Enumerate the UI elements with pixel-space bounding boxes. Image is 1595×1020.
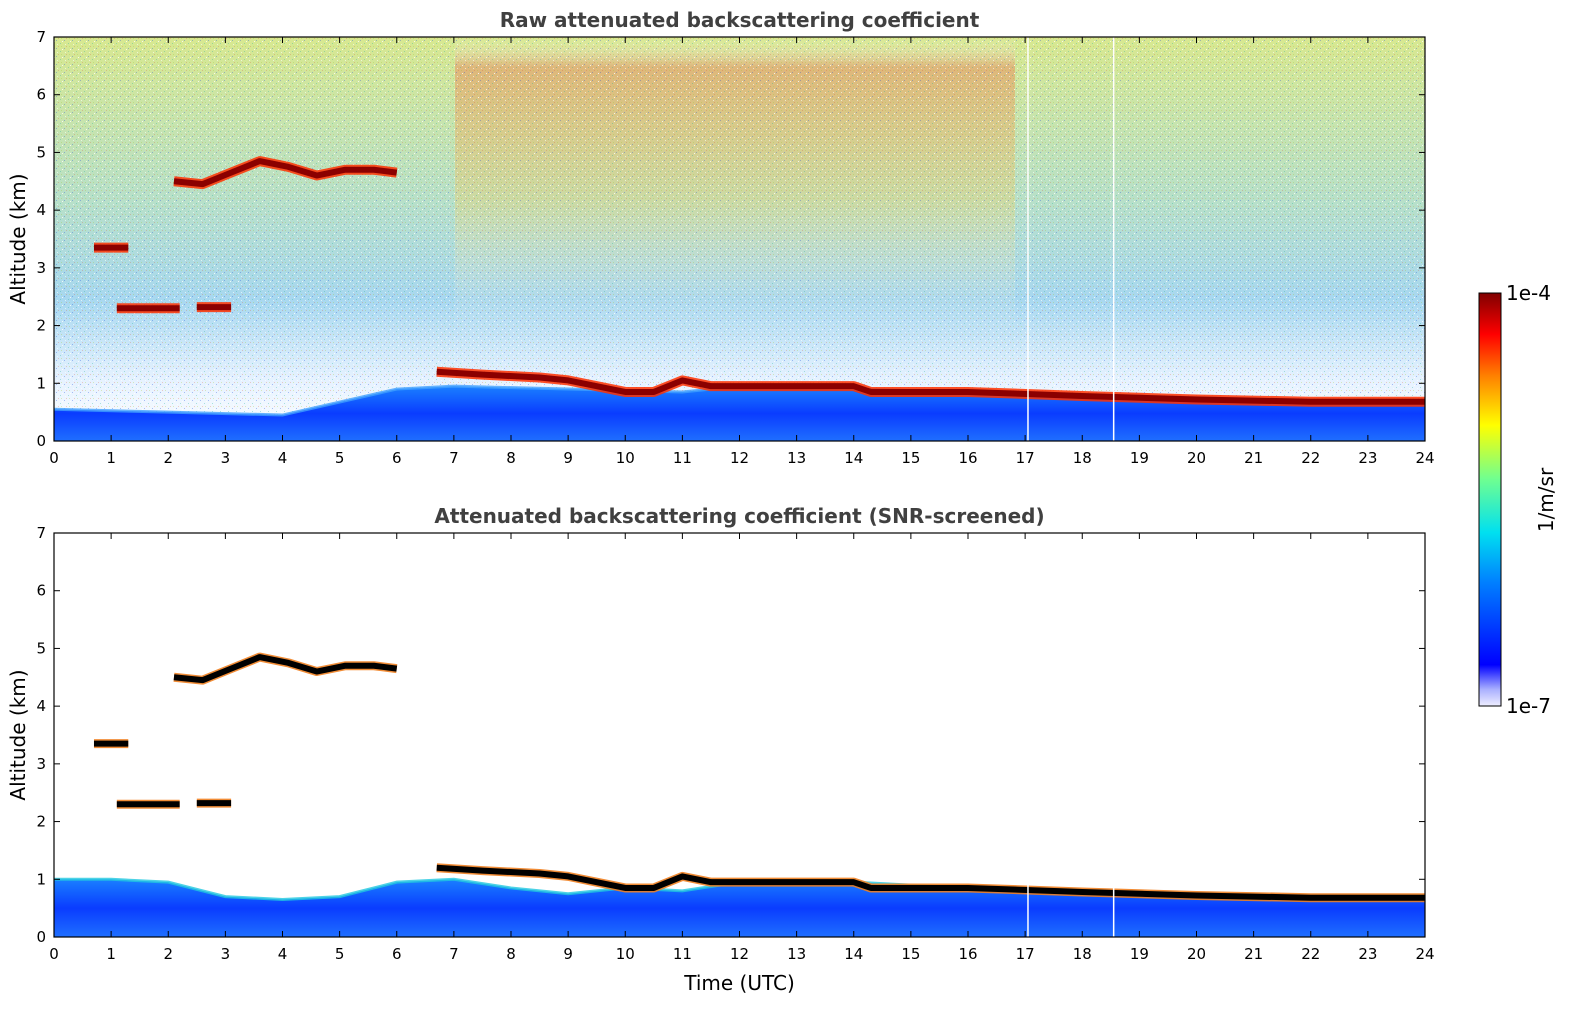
- y-axis-label: Altitude (km): [6, 173, 30, 304]
- cloud-layers: [93, 652, 1425, 903]
- x-tick-label: 9: [563, 449, 573, 467]
- x-axis-label: Time (UTC): [683, 971, 795, 995]
- x-tick-label: 11: [673, 945, 692, 963]
- cloud-layer: [436, 864, 1425, 901]
- y-tick-label: 7: [36, 524, 46, 542]
- x-tick-label: 20: [1187, 449, 1206, 467]
- y-tick-label: 0: [36, 928, 46, 946]
- x-tick-label: 9: [563, 945, 573, 963]
- x-tick-label: 2: [163, 449, 173, 467]
- plot-area: [54, 533, 1425, 937]
- x-tick-label: 6: [392, 945, 402, 963]
- cloud-layers: [93, 156, 1425, 407]
- cloud-layer: [173, 654, 398, 684]
- x-tick-label: 19: [1130, 449, 1149, 467]
- x-tick-label: 15: [901, 449, 920, 467]
- plot-background: [54, 533, 1425, 937]
- colorbar: 1e-4 1e-7 1/m/sr: [1478, 281, 1558, 718]
- y-tick-label: 1: [36, 374, 46, 392]
- x-tick-label: 22: [1301, 449, 1320, 467]
- x-tick-label: 10: [616, 945, 635, 963]
- colorbar-min-label: 1e-7: [1506, 694, 1551, 718]
- x-tick-label: 8: [506, 945, 516, 963]
- x-tick-label: 24: [1415, 449, 1434, 467]
- x-tick-label: 12: [730, 945, 749, 963]
- x-tick-label: 6: [392, 449, 402, 467]
- x-tick-label: 19: [1130, 945, 1149, 963]
- x-tick-label: 15: [901, 945, 920, 963]
- colorbar-gradient: [1478, 292, 1502, 707]
- y-tick-label: 2: [36, 813, 46, 831]
- x-tick-label: 5: [335, 449, 345, 467]
- x-tick-label: 1: [106, 449, 116, 467]
- x-tick-label: 12: [730, 449, 749, 467]
- x-tick-label: 14: [844, 449, 863, 467]
- cloud-layer: [173, 158, 398, 188]
- x-tick-label: 23: [1358, 945, 1377, 963]
- x-tick-label: 1: [106, 945, 116, 963]
- x-tick-label: 17: [1016, 945, 1035, 963]
- data-gaps: [1027, 37, 1115, 441]
- y-axis: 0 1 2 3 4 5 6 7: [36, 524, 1425, 946]
- x-tick-label: 5: [335, 945, 345, 963]
- chart-title: Attenuated backscattering coefficient (S…: [434, 504, 1044, 528]
- x-tick-label: 11: [673, 449, 692, 467]
- x-tick-label: 3: [221, 449, 231, 467]
- x-tick-label: 14: [844, 945, 863, 963]
- x-tick-label: 22: [1301, 945, 1320, 963]
- x-tick-label: 16: [958, 945, 977, 963]
- colorbar-unit-label: 1/m/sr: [1534, 467, 1558, 532]
- y-tick-label: 1: [36, 870, 46, 888]
- y-tick-label: 3: [36, 259, 46, 277]
- y-tick-label: 6: [36, 86, 46, 104]
- screened-backscatter-panel: Attenuated backscattering coefficient (S…: [6, 504, 1435, 995]
- y-tick-label: 0: [36, 432, 46, 450]
- noise-speckle: [54, 37, 1425, 441]
- x-tick-label: 0: [49, 449, 59, 467]
- raw-backscatter-panel: Raw attenuated backscattering coefficien…: [6, 8, 1435, 467]
- x-tick-label: 21: [1244, 945, 1263, 963]
- x-tick-label: 7: [449, 449, 459, 467]
- y-tick-label: 3: [36, 755, 46, 773]
- x-axis: 0 1 2 3 4 5 6 7 8 9 10 11 12 13 14 15 16 17 18 19 20 21 22 23 24: [49, 37, 1435, 467]
- colorbar-max-label: 1e-4: [1506, 281, 1551, 305]
- x-tick-label: 13: [787, 449, 806, 467]
- x-tick-label: 3: [221, 945, 231, 963]
- x-tick-label: 8: [506, 449, 516, 467]
- y-tick-label: 5: [36, 639, 46, 657]
- x-tick-label: 18: [1073, 449, 1092, 467]
- x-tick-label: 17: [1016, 449, 1035, 467]
- y-axis: 0 1 2 3 4 5 6 7: [36, 28, 1425, 450]
- x-axis: 0 1 2 3 4 5 6 7 8 9 10 11 12 13 14 15 16 17 18 19 20 21 22 23 24: [49, 533, 1435, 963]
- x-tick-label: 7: [449, 945, 459, 963]
- y-tick-label: 2: [36, 317, 46, 335]
- x-tick-label: 24: [1415, 945, 1434, 963]
- plot-area: [54, 37, 1425, 441]
- y-tick-label: 4: [36, 697, 46, 715]
- x-tick-label: 4: [278, 449, 288, 467]
- chart-title: Raw attenuated backscattering coefficien…: [500, 8, 980, 32]
- y-tick-label: 5: [36, 143, 46, 161]
- y-axis-label: Altitude (km): [6, 669, 30, 800]
- x-tick-label: 20: [1187, 945, 1206, 963]
- x-tick-label: 16: [958, 449, 977, 467]
- x-tick-label: 4: [278, 945, 288, 963]
- data-gaps: [1027, 879, 1115, 937]
- x-tick-label: 23: [1358, 449, 1377, 467]
- x-tick-label: 0: [49, 945, 59, 963]
- x-tick-label: 21: [1244, 449, 1263, 467]
- x-tick-label: 10: [616, 449, 635, 467]
- y-tick-label: 7: [36, 28, 46, 46]
- x-tick-label: 13: [787, 945, 806, 963]
- y-tick-label: 6: [36, 582, 46, 600]
- x-tick-label: 2: [163, 945, 173, 963]
- x-tick-label: 18: [1073, 945, 1092, 963]
- y-tick-label: 4: [36, 201, 46, 219]
- cloud-layer: [436, 368, 1425, 405]
